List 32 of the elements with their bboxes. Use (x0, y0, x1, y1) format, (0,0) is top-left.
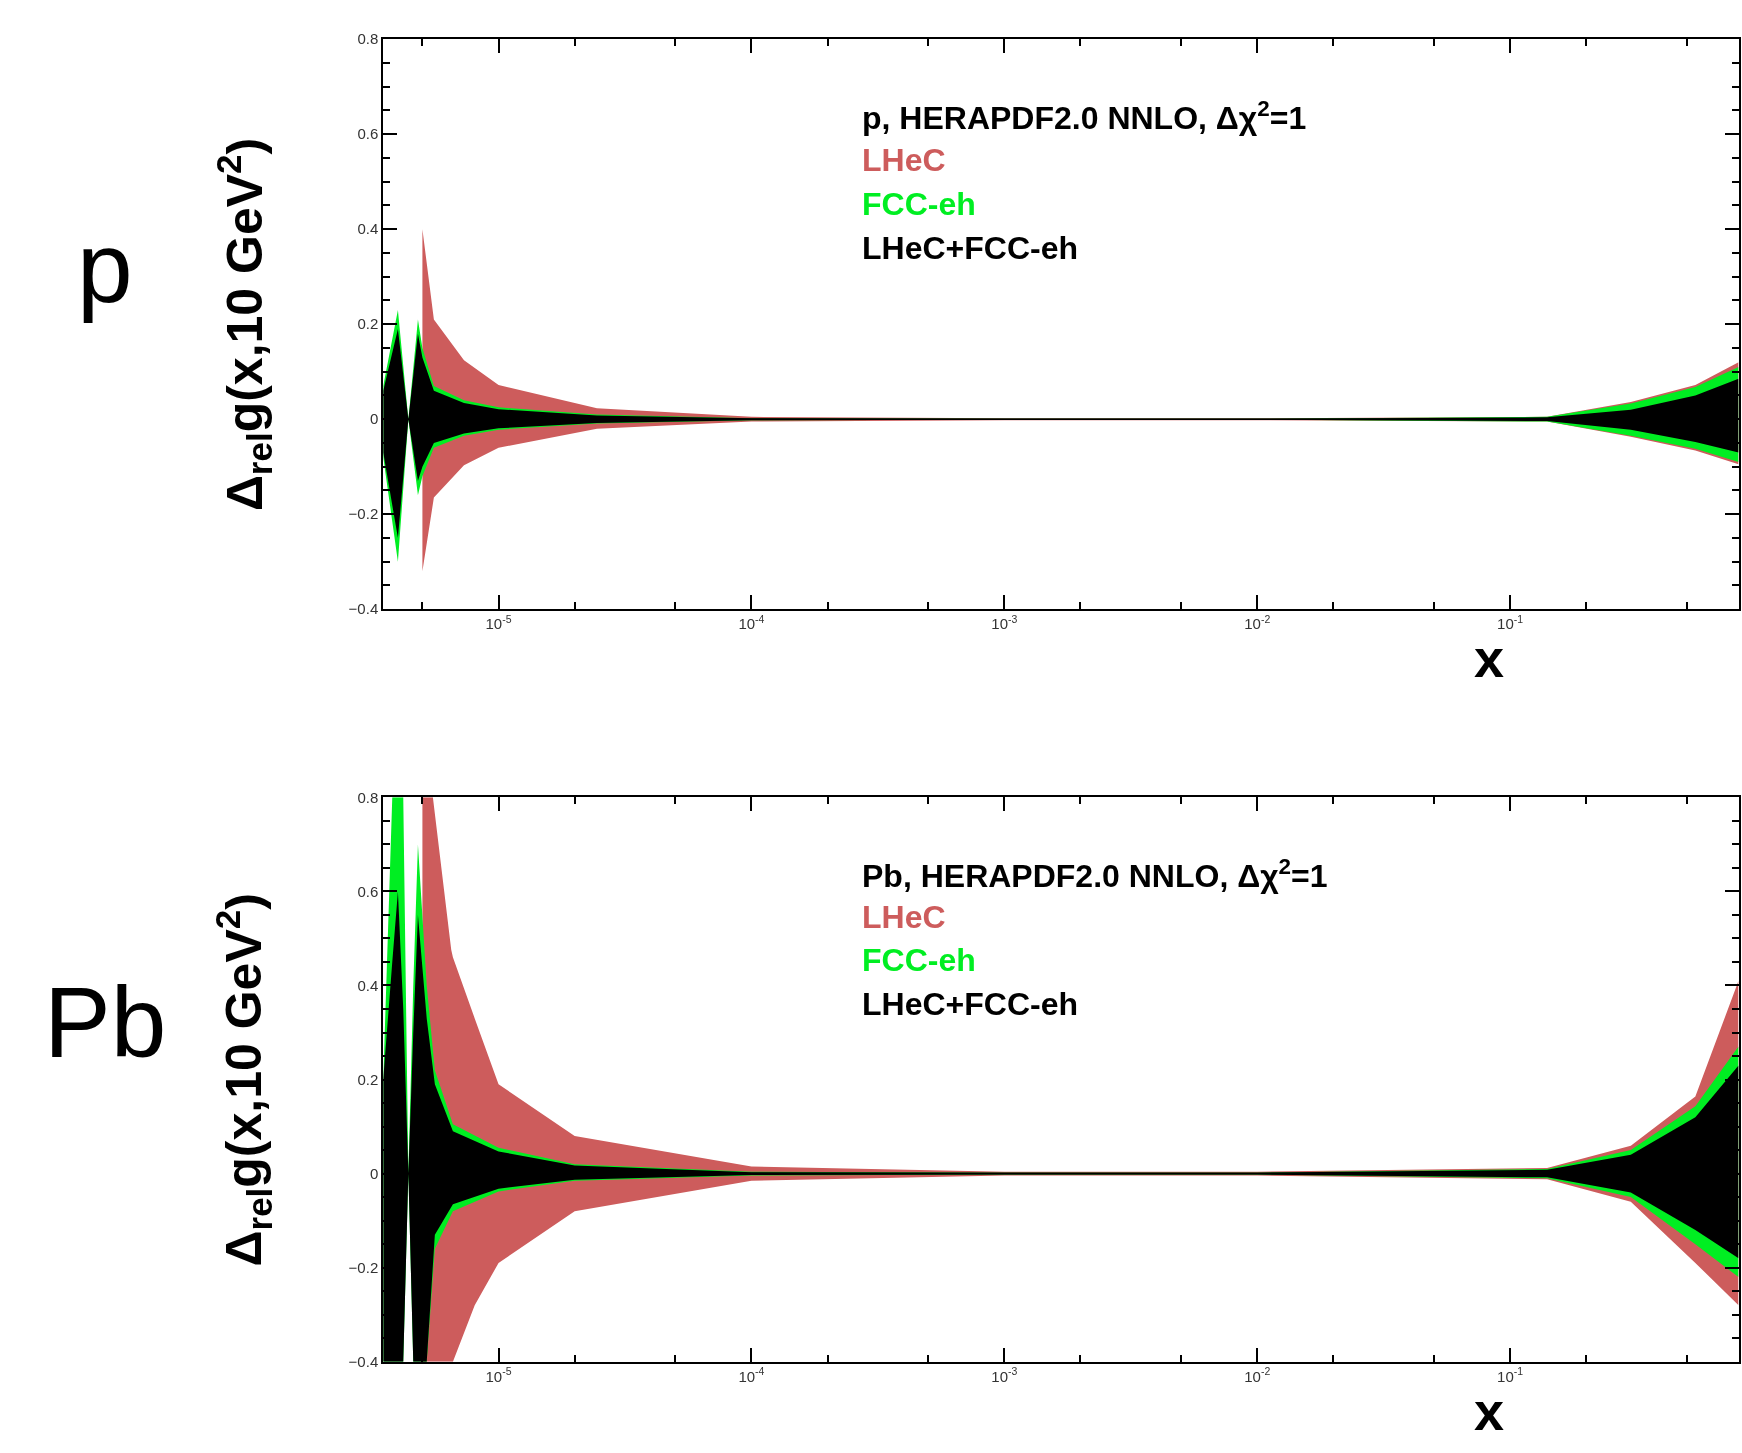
legend-label: LHeC (862, 899, 946, 935)
x-tick-label: 10$^{-3}$ (991, 612, 1018, 633)
text: p (77, 211, 133, 323)
annotation: Pb, HERAPDF2.0 NNLO, Δχ$^{2}$=1 (862, 854, 1328, 895)
x-tick-label: 10$^{-5}$ (485, 612, 512, 633)
x-tick-label: 10$^{-5}$ (485, 1365, 512, 1385)
y-tick-label: 0.6 (357, 882, 379, 900)
y-tick-label: 0.8 (357, 788, 379, 806)
y-tick-label: 0.8 (357, 30, 379, 48)
x-tick-label: 10$^{-2}$ (1244, 1365, 1271, 1385)
x-tick-label: 10$^{-4}$ (738, 612, 765, 633)
y-tick-label: −0.4 (348, 1352, 379, 1370)
legend-label: FCC-eh (862, 942, 976, 978)
y-tick-label: −0.2 (348, 505, 379, 523)
y-tick-label: 0.6 (357, 125, 379, 143)
legend-label: LHeC (862, 142, 946, 178)
y-tick-label: −0.4 (348, 600, 379, 618)
x-tick-label: 10$^{-3}$ (991, 1365, 1018, 1385)
y-tick-label: 0.2 (357, 1070, 379, 1088)
y-tick-label: −0.2 (348, 1258, 379, 1276)
y-tick-label: 0.4 (357, 976, 379, 994)
y-tick-label: 0.2 (357, 315, 379, 333)
text: Pb (44, 966, 167, 1078)
x-tick-label: 10$^{-4}$ (738, 1365, 765, 1385)
x-tick-label: 10$^{-2}$ (1244, 612, 1271, 633)
annotation: p, HERAPDF2.0 NNLO, Δχ$^{2}$=1 (862, 96, 1307, 137)
y-tick-label: 0 (369, 410, 379, 428)
text: LHeC+FCC-eh (862, 230, 1079, 266)
text: LHeC+FCC-eh (862, 986, 1079, 1022)
y-tick-label: 0.4 (357, 220, 379, 238)
legend-label: FCC-eh (862, 186, 976, 222)
y-tick-label: 0 (369, 1164, 379, 1182)
